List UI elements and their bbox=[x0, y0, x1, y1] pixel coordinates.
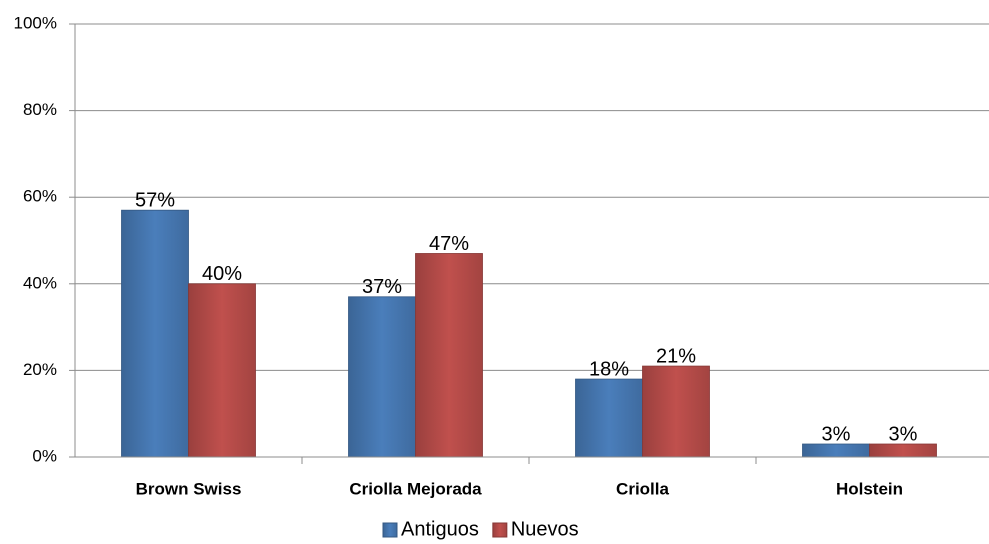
y-tick-label: 0% bbox=[32, 446, 57, 465]
data-label: 3% bbox=[889, 423, 918, 445]
data-label: 57% bbox=[135, 189, 175, 211]
y-tick-label: 20% bbox=[23, 360, 57, 379]
bar bbox=[188, 283, 256, 458]
y-tick-label: 100% bbox=[14, 13, 57, 32]
y-tick-label: 40% bbox=[23, 273, 57, 292]
x-tick-label: Criolla Mejorada bbox=[349, 479, 482, 498]
bar bbox=[415, 253, 483, 458]
bar bbox=[348, 296, 416, 458]
y-tick-label: 80% bbox=[23, 100, 57, 119]
data-label: 47% bbox=[429, 233, 469, 255]
legend-swatch bbox=[382, 522, 398, 538]
data-label: 21% bbox=[656, 345, 696, 367]
legend-label: Nuevos bbox=[511, 518, 579, 540]
x-tick-label: Holstein bbox=[836, 479, 903, 498]
bar bbox=[869, 443, 937, 458]
data-label: 37% bbox=[362, 276, 402, 298]
bar bbox=[575, 378, 643, 458]
data-label: 18% bbox=[589, 358, 629, 380]
bar bbox=[802, 443, 870, 458]
legend-label: Antiguos bbox=[401, 518, 479, 540]
x-tick-label: Criolla bbox=[616, 479, 669, 498]
y-tick-label: 60% bbox=[23, 187, 57, 206]
bar bbox=[642, 365, 710, 458]
data-label: 3% bbox=[822, 423, 851, 445]
data-label: 40% bbox=[202, 263, 242, 285]
x-tick-label: Brown Swiss bbox=[136, 479, 242, 498]
legend-swatch bbox=[492, 522, 508, 538]
bar bbox=[121, 209, 189, 458]
